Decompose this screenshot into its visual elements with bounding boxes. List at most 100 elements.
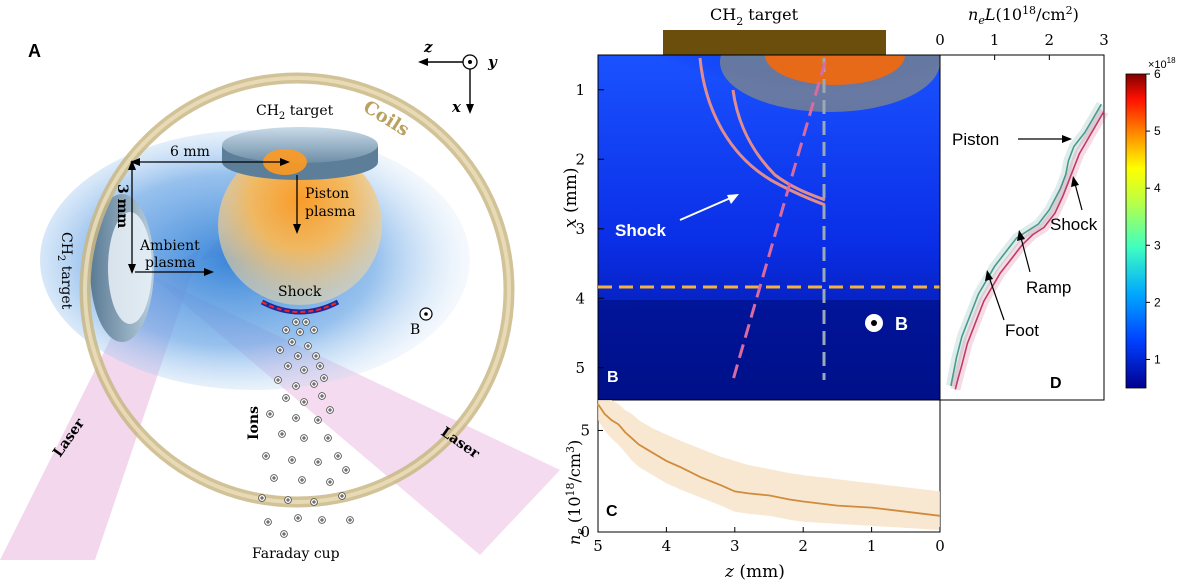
top-target-label: CH2 target [256, 103, 334, 122]
panel-c-series-line [597, 403, 941, 517]
ion-marker [310, 380, 318, 388]
ion-marker [282, 326, 290, 334]
y-tick-label: 5 [575, 359, 585, 377]
panel-a-letter: A [28, 41, 41, 61]
panel-d-annotation-ramp: Ramp [1026, 278, 1071, 297]
x-tick-label: 5 [593, 537, 603, 555]
ion-marker [282, 394, 290, 402]
panel-c-error-band [598, 400, 940, 530]
panel-d-annotation-shock: Shock [1050, 215, 1098, 234]
panel-d-annotation-piston: Piston [952, 130, 999, 149]
x-tick-label: 2 [798, 537, 808, 555]
panel-d-series-line [954, 110, 1105, 390]
colorbar-tick-label: 6 [1154, 67, 1161, 81]
ion-marker [300, 434, 308, 442]
dim-3mm: 3 mm [114, 160, 136, 274]
panel-b-shock-label: Shock [615, 221, 667, 240]
panel-d: 0 1 2 3 neL(1018/cm2) D Piston Shock Ramp F… [935, 4, 1109, 401]
ion-marker [314, 458, 322, 466]
panel-b-letter: B [607, 369, 619, 386]
x-tick-label: 0 [935, 537, 945, 555]
y-tick-label: 2 [575, 150, 585, 168]
dim-6mm: 6 mm [130, 144, 290, 166]
ion-marker [334, 452, 342, 460]
ion-marker [310, 326, 318, 334]
piston-label-1: Piston [305, 186, 349, 202]
ion-marker [274, 376, 282, 384]
ion-marker [262, 452, 270, 460]
ion-marker [338, 492, 346, 500]
y-tick-label: 0 [580, 523, 590, 541]
faraday-cup-label: Faraday cup [252, 546, 340, 562]
panel-b-ylabel: x (mm) [561, 167, 581, 228]
y-tick-label: 4 [575, 289, 585, 307]
panel-d-axes: 0 1 2 3 [935, 31, 1109, 60]
ion-marker [288, 456, 296, 464]
y-tick-label: 3 [575, 220, 585, 238]
panel-b-target-label: CH2 target [710, 5, 799, 28]
ion-marker [284, 362, 292, 370]
shock-trajectory-line [731, 61, 827, 381]
shock-label-a: Shock [278, 284, 322, 300]
ion-marker [278, 430, 286, 438]
ambient-label-1: Ambient [139, 238, 200, 254]
ion-marker [284, 496, 292, 504]
ion-marker [302, 318, 310, 326]
ion-marker [300, 398, 308, 406]
ion-marker [294, 352, 302, 360]
panel-c-plot [597, 400, 941, 530]
ion-marker [318, 516, 326, 524]
panel-c: 5 4 3 2 1 005 C ne (1018/cm3) z (mm) [564, 399, 945, 582]
ion-marker [264, 518, 272, 526]
density-map [598, 55, 940, 400]
ion-marker [326, 478, 334, 486]
ion-marker [292, 318, 300, 326]
dim-3mm-label: 3 mm [114, 184, 130, 228]
x-tick-label: 2 [1045, 31, 1055, 49]
panel-b: CH2 target Shock B B 1 2 3 4 5 x (mm) [561, 5, 941, 401]
colorbar: 1 2 3 4 5 6 ×1018 [1125, 56, 1176, 389]
ion-marker [258, 494, 266, 502]
panel-b-y-ticks: 1 2 3 4 5 [575, 81, 604, 377]
ion-marker [280, 530, 288, 538]
panel-b-field-label: B [895, 314, 908, 334]
panel-d-letter: D [1050, 375, 1062, 392]
panel-d-annotation-foot: Foot [1005, 321, 1039, 340]
panel-c-letter: C [606, 503, 618, 520]
axis-x-label: x [451, 98, 462, 116]
left-target-label: CH2 target [55, 232, 74, 310]
top-target [222, 127, 378, 180]
ion-marker [300, 366, 308, 374]
ion-marker [292, 382, 300, 390]
panel-d-xlabel: neL(1018/cm2) [968, 4, 1079, 27]
colorbar-exponent: ×1018 [1148, 56, 1176, 71]
panel-c-ylabel: ne (1018/cm3) [564, 440, 587, 545]
shock-front-a [261, 301, 339, 313]
x-tick-label: 1 [990, 31, 1000, 49]
ion-marker [276, 346, 284, 354]
ion-marker [298, 476, 306, 484]
ch2-target-bar [663, 30, 886, 55]
ion-marker [314, 416, 322, 424]
colorbar-tick-label: 5 [1154, 124, 1161, 138]
panel-c-xlabel: z (mm) [724, 562, 785, 582]
ion-marker [342, 466, 350, 474]
ion-marker [266, 410, 274, 418]
ion-marker [324, 434, 332, 442]
ions-stream [258, 318, 354, 538]
dim-6mm-label: 6 mm [170, 144, 210, 160]
ions-label: Ions [246, 406, 262, 440]
colorbar-tick-label: 4 [1154, 181, 1161, 195]
ion-marker [318, 392, 326, 400]
colorbar-tick-label: 1 [1154, 352, 1161, 366]
axis-y-label: y [487, 53, 498, 71]
ion-marker [312, 352, 320, 360]
x-tick-label: 3 [1099, 31, 1109, 49]
colorbar-ticks: 1 2 3 4 5 6 [1146, 67, 1161, 366]
ion-marker [288, 338, 296, 346]
panel-c-axes: 5 4 3 2 1 005 [580, 421, 944, 555]
y-tick-label: 1 [575, 81, 585, 99]
ion-marker [292, 414, 300, 422]
x-tick-label: 1 [867, 537, 877, 555]
